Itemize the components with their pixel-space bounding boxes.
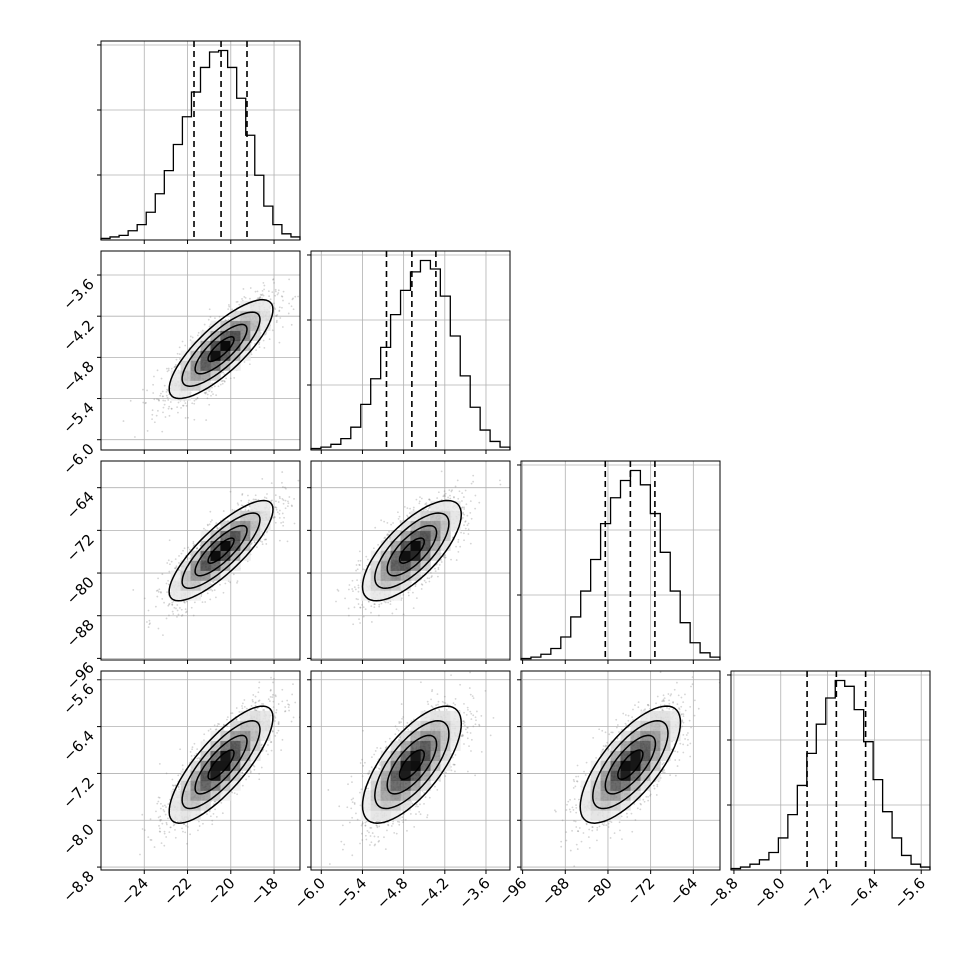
y-tick-label: −8.0 [59, 820, 97, 858]
contour-level-2 [194, 524, 248, 577]
histogram-panel-p3: −8.8 −8.0 −7.2 −6.4 −5.6 [703, 670, 931, 913]
y-tick-label: −80 [63, 573, 98, 608]
density-cells [360, 710, 461, 821]
density-panel-p0-p3: −24 −22 −20 −18 −8.8 −8.0 −7.2 −6.4 −5.6 [59, 670, 301, 909]
x-tick-label: −8.8 [703, 874, 741, 912]
x-tick-label: −4.8 [373, 874, 411, 912]
contour-level-4 [579, 705, 682, 824]
x-tick-label: −7.2 [797, 874, 835, 912]
contour-level-4 [168, 499, 274, 602]
contour-level-2 [194, 323, 248, 375]
histogram-panel-p1 [307, 250, 511, 454]
x-tick-label: −20 [203, 874, 238, 909]
y-tick-label: −88 [63, 616, 98, 651]
contour-level-2 [194, 734, 248, 795]
contour-level-1 [207, 537, 235, 564]
density-panel-p0-p2: −96−88−80−72−64 [63, 460, 301, 694]
x-tick-label: −64 [666, 874, 701, 909]
contour-level-1 [207, 749, 235, 781]
y-tick-label: −64 [63, 488, 98, 523]
x-tick-label: −6.4 [844, 874, 882, 912]
x-tick-label: −22 [160, 874, 195, 909]
contour-level-1 [617, 749, 644, 781]
contour-level-1 [398, 749, 425, 781]
histogram-bars-p1 [310, 259, 511, 450]
y-tick-label: −8.8 [59, 867, 97, 905]
histogram-panel-p0 [97, 40, 301, 244]
x-tick-label: −8.0 [750, 874, 788, 912]
contour-level-3 [181, 311, 261, 387]
y-tick-label: −4.8 [59, 357, 97, 395]
contour-level-1 [398, 537, 425, 564]
x-tick-label: −88 [538, 874, 573, 909]
contour-level-4 [361, 705, 463, 824]
contour-level-3 [374, 720, 450, 810]
histogram-bars-p2 [520, 469, 721, 660]
x-tick-label: −72 [623, 874, 658, 909]
x-tick-label: −96 [495, 874, 530, 909]
y-tick-label: −5.4 [59, 399, 97, 437]
contour-level-2 [604, 734, 657, 795]
x-tick-label: −5.4 [332, 874, 370, 912]
contour-level-1 [207, 336, 235, 363]
x-tick-label: −18 [247, 874, 282, 909]
contour-level-2 [386, 734, 438, 795]
density-panel-p0-p1: −6.0−5.4 −4.8−4.2−3.6 [59, 250, 301, 478]
y-tick-label: −4.2 [59, 316, 97, 354]
contour-level-3 [592, 720, 669, 810]
contour-level-3 [181, 720, 261, 810]
density-panel-p1-p2 [307, 460, 511, 664]
histogram-panel-p2 [517, 460, 721, 664]
contour-level-4 [168, 298, 274, 400]
contour-level-4 [361, 499, 463, 602]
x-tick-label: −6.0 [291, 874, 329, 912]
contour-level-4 [168, 705, 274, 824]
contour-level-2 [386, 524, 438, 577]
y-tick-label: −5.6 [59, 680, 97, 718]
x-tick-label: −5.6 [891, 874, 929, 912]
y-tick-label: −6.4 [59, 727, 97, 765]
contour-level-3 [181, 512, 261, 589]
y-tick-label: −3.6 [59, 275, 97, 313]
density-cells [170, 500, 271, 601]
y-tick-label: −7.2 [59, 774, 97, 812]
x-tick-label: −4.2 [414, 874, 452, 912]
contour-level-3 [374, 512, 450, 589]
y-tick-label: −72 [63, 530, 98, 565]
histogram-bars-p3 [730, 679, 931, 870]
density-cells [170, 710, 271, 821]
density-panel-p1-p3: −6.0 −5.4 −4.8 −4.2 −3.6 [291, 670, 511, 913]
x-tick-label: −80 [581, 874, 616, 909]
histogram-bars-p0 [100, 49, 301, 240]
x-tick-label: −24 [117, 874, 152, 909]
y-tick-label: −6.0 [59, 440, 97, 478]
density-panel-p2-p3: −96 −88 −80 −72 −64 [495, 670, 721, 909]
x-tick-label: −3.6 [455, 874, 493, 912]
